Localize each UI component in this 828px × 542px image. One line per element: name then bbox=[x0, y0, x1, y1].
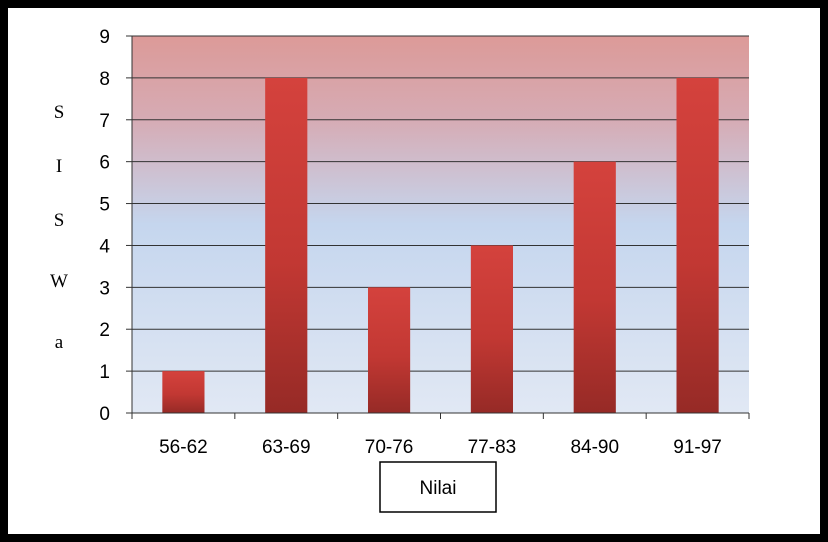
x-tick-label: 63-69 bbox=[262, 437, 311, 458]
y-axis-label-letter: a bbox=[55, 332, 64, 353]
y-tick-label: 2 bbox=[99, 320, 110, 341]
bar-84-90 bbox=[573, 161, 616, 413]
x-tick-label: 91-97 bbox=[673, 437, 722, 458]
plot-area bbox=[132, 36, 749, 413]
x-tick-label: 70-76 bbox=[365, 437, 414, 458]
y-axis-label-letter: S bbox=[54, 210, 65, 231]
y-tick-label: 4 bbox=[99, 236, 110, 257]
x-axis-label: Nilai bbox=[420, 478, 457, 499]
y-axis-label-letter: S bbox=[54, 102, 65, 123]
bar-56-62 bbox=[162, 371, 205, 413]
y-tick-labels: 0 1 2 3 4 5 6 7 8 9 bbox=[99, 27, 110, 425]
axes bbox=[126, 35, 750, 419]
y-tick-label: 7 bbox=[99, 111, 110, 132]
y-tick-label: 9 bbox=[99, 27, 110, 48]
bar-70-76 bbox=[368, 287, 411, 413]
bar-63-69 bbox=[265, 77, 308, 413]
y-axis-label: S I S Wa bbox=[50, 102, 68, 353]
x-tick-label: 77-83 bbox=[468, 437, 517, 458]
y-axis-label-letter: W bbox=[50, 271, 68, 292]
y-axis-label-letter: I bbox=[56, 156, 62, 177]
y-tick-label: 0 bbox=[99, 404, 110, 425]
bars bbox=[162, 77, 719, 413]
x-tick-label: 84-90 bbox=[570, 437, 619, 458]
bar-77-83 bbox=[470, 245, 513, 413]
x-tick-label: 56-62 bbox=[159, 437, 208, 458]
x-tick-labels: 56-62 63-69 70-76 77-83 84-90 91-97 bbox=[159, 437, 722, 458]
y-tick-label: 6 bbox=[99, 153, 110, 174]
y-tick-label: 8 bbox=[99, 69, 110, 90]
x-axis-label-box: Nilai bbox=[379, 461, 497, 513]
y-tick-label: 5 bbox=[99, 195, 110, 216]
bar-91-97 bbox=[676, 77, 719, 413]
y-tick-label: 3 bbox=[99, 278, 110, 299]
y-tick-label: 1 bbox=[99, 362, 110, 383]
